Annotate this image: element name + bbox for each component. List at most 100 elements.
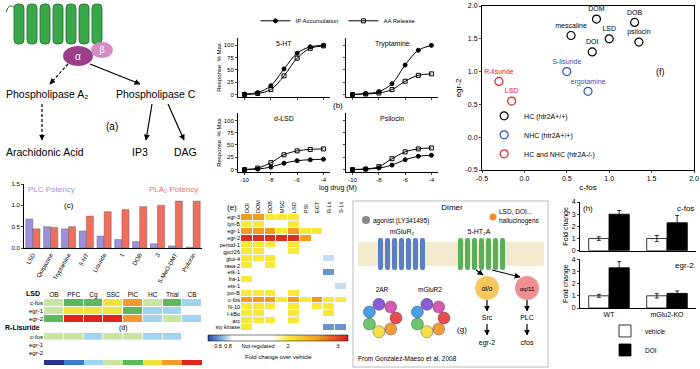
svg-text:2: 2	[572, 280, 576, 287]
svg-text:tyn-B: tyn-B	[227, 221, 240, 227]
svg-text:PLC Potency: PLC Potency	[28, 185, 75, 194]
svg-text:Fold change: Fold change	[562, 264, 570, 303]
svg-text:4: 4	[572, 256, 576, 263]
svg-text:R-lisuride: R-lisuride	[484, 68, 514, 75]
svg-text:(b): (b)	[333, 101, 343, 110]
svg-text:ergotamine: ergotamine	[570, 78, 605, 86]
svg-text:mGluR₂: mGluR₂	[390, 228, 415, 235]
svg-text:Quipazine: Quipazine	[35, 252, 54, 279]
svg-text:0.0: 0.0	[468, 134, 478, 141]
svg-text:-8: -8	[268, 177, 274, 183]
svg-text:egr-2: egr-2	[29, 316, 44, 322]
svg-text:0.5: 0.5	[468, 101, 478, 108]
svg-text:5-HT₂A: 5-HT₂A	[468, 228, 491, 235]
svg-text:2.0: 2.0	[689, 175, 699, 182]
svg-text:Fold change over vehicle: Fold change over vehicle	[245, 354, 312, 360]
svg-text:PFC: PFC	[67, 291, 80, 298]
svg-text:4: 4	[572, 198, 576, 205]
svg-text:egr-2: egr-2	[29, 350, 44, 356]
svg-text:50: 50	[227, 67, 234, 73]
svg-text:DOM: DOM	[588, 5, 605, 12]
svg-text:mGluR2: mGluR2	[418, 286, 442, 293]
svg-text:HC: HC	[148, 291, 158, 298]
svg-text:Phospholipase A₂: Phospholipase A₂	[6, 88, 88, 100]
svg-text:Response, % Max: Response, % Max	[216, 43, 222, 92]
svg-text:jun-B: jun-B	[226, 290, 240, 296]
svg-text:-6: -6	[294, 177, 300, 183]
svg-text:egr-1: egr-1	[29, 308, 44, 314]
svg-text:DOB: DOB	[267, 201, 273, 213]
svg-text:0.6: 0.6	[214, 343, 222, 349]
svg-text:2: 2	[572, 223, 576, 230]
svg-text:From Gonzalez-Maeso et al, 200: From Gonzalez-Maeso et al, 2008	[358, 355, 457, 362]
svg-text:rasa-2: rasa-2	[224, 263, 240, 269]
svg-text:0: 0	[230, 167, 234, 173]
svg-text:0.0: 0.0	[520, 175, 530, 182]
svg-text:c-fos: c-fos	[228, 297, 240, 303]
svg-text:100: 100	[224, 118, 235, 124]
svg-text:sty kinase: sty kinase	[216, 324, 240, 330]
svg-text:100: 100	[224, 42, 235, 48]
svg-text:egr-3: egr-3	[227, 214, 240, 220]
svg-text:Arachidonic Acid: Arachidonic Acid	[6, 146, 84, 158]
svg-text:c-fos: c-fos	[30, 334, 43, 340]
svg-text:glut-4: glut-4	[226, 256, 240, 262]
svg-text:HC and NHC (htr2A-/-): HC and NHC (htr2A-/-)	[524, 151, 595, 159]
svg-text:egr-2: egr-2	[675, 261, 694, 270]
svg-text:0: 0	[230, 92, 234, 98]
svg-text:Not regulated: Not regulated	[241, 343, 274, 349]
svg-text:3: 3	[336, 343, 339, 349]
svg-text:1: 1	[118, 252, 125, 258]
svg-text:1: 1	[572, 292, 576, 299]
svg-text:agonist (LY341495): agonist (LY341495)	[373, 217, 429, 225]
svg-text:AA Release: AA Release	[383, 18, 415, 24]
svg-text:R-Ls: R-Ls	[326, 201, 332, 213]
svg-text:(c): (c)	[64, 201, 74, 210]
svg-text:αq/11: αq/11	[520, 286, 535, 292]
svg-text:S-Ls: S-Ls	[338, 201, 344, 213]
svg-text:NHC (htr2A+/+): NHC (htr2A+/+)	[524, 132, 573, 140]
svg-text:-10: -10	[240, 177, 249, 183]
svg-text:I-kBα: I-kBα	[227, 311, 241, 317]
svg-text:period-1: period-1	[220, 242, 240, 248]
svg-text:R-Lisuride: R-Lisuride	[5, 324, 40, 331]
svg-text:SSC: SSC	[106, 291, 120, 298]
svg-text:-4: -4	[321, 177, 327, 183]
svg-text:egr-2: egr-2	[479, 339, 495, 347]
svg-text:DOB: DOB	[131, 252, 143, 266]
svg-text:DOI: DOI	[244, 203, 250, 213]
svg-text:75: 75	[227, 55, 234, 61]
svg-text:1.5: 1.5	[468, 35, 478, 42]
svg-text:DOM: DOM	[255, 200, 261, 213]
svg-text:(a): (a)	[106, 121, 118, 132]
svg-text:-8: -8	[376, 177, 382, 183]
svg-text:LSD, DOI...: LSD, DOI...	[499, 208, 532, 215]
svg-text:(h): (h)	[583, 204, 593, 213]
svg-text:-0.5: -0.5	[466, 166, 478, 173]
svg-text:2: 2	[286, 343, 289, 349]
svg-text:Phospholipase C: Phospholipase C	[116, 88, 196, 100]
svg-text:Src: Src	[482, 314, 493, 321]
svg-text:3: 3	[154, 252, 161, 258]
svg-text:2AR: 2AR	[376, 286, 389, 293]
svg-text:(f): (f)	[656, 67, 665, 77]
svg-text:c-fos: c-fos	[30, 300, 43, 306]
svg-text:Tryptamine: Tryptamine	[375, 40, 410, 48]
svg-text:Fold change: Fold change	[562, 207, 570, 246]
svg-text:-4: -4	[429, 177, 435, 183]
svg-text:DOB: DOB	[627, 9, 643, 16]
svg-text:LSD: LSD	[602, 25, 616, 32]
svg-text:5-HT: 5-HT	[78, 252, 90, 267]
svg-text:erk-1: erk-1	[227, 269, 240, 275]
svg-text:0.5: 0.5	[11, 224, 20, 230]
svg-text:LSD: LSD	[26, 290, 40, 297]
svg-text:arc: arc	[232, 318, 240, 324]
svg-text:OB: OB	[49, 291, 58, 298]
svg-text:(e): (e)	[227, 203, 237, 212]
svg-text:cfos: cfos	[521, 339, 534, 346]
svg-text:αi/o: αi/o	[482, 285, 493, 292]
svg-text:2.0: 2.0	[468, 2, 478, 9]
svg-text:PiC: PiC	[128, 291, 139, 298]
svg-text:1.5: 1.5	[647, 175, 657, 182]
svg-text:PLC: PLC	[520, 314, 534, 321]
